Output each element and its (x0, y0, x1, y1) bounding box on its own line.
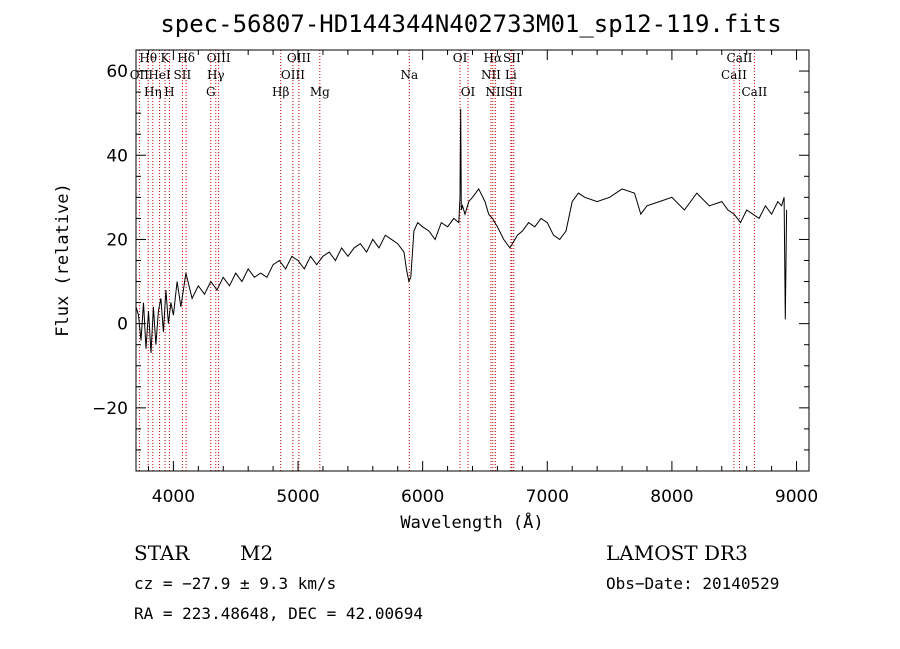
y-axis-ticks: −20 0 20 40 60 (92, 62, 809, 451)
chart-title: spec-56807-HD144344N402733M01_sp12-119.f… (160, 10, 781, 38)
spectral-line-label: Hβ (272, 85, 289, 99)
x-tick-label: 8000 (650, 487, 693, 507)
x-tick-label: 7000 (526, 487, 569, 507)
plot-frame (135, 49, 810, 472)
spectral-line-label: OI (453, 51, 468, 65)
x-tick-label: 5000 (276, 487, 319, 507)
y-tick-label: −20 (92, 399, 128, 419)
spectral-line-label: CaII (727, 51, 753, 65)
x-tick-label: 4000 (152, 487, 195, 507)
x-tick-label: 9000 (775, 487, 818, 507)
survey-name: LAMOST DR3 (606, 541, 748, 565)
spectral-line-label: CaII (741, 85, 767, 99)
spectral-line-label: G (206, 85, 216, 99)
spectral-line-label: OIII (207, 51, 231, 65)
object-subclass: M2 (240, 541, 273, 565)
y-axis-label: Flux (relative) (53, 183, 73, 337)
spectral-line-label: Na (400, 68, 418, 82)
spectral-line-markers (138, 50, 755, 471)
spectral-line-label: OIII (287, 51, 311, 65)
redshift-velocity: cz = −27.9 ± 9.3 km/s (134, 574, 336, 593)
spectral-line-label: Mg (310, 85, 330, 99)
spectral-line-label: Hα (484, 51, 503, 65)
spectral-line-label: SII (503, 51, 521, 65)
spectral-line-label: NII (485, 85, 505, 99)
y-tick-label: 20 (106, 230, 128, 250)
spectral-line-label: K (161, 51, 171, 65)
spectral-line-label: OI (461, 85, 476, 99)
y-tick-label: 60 (106, 62, 128, 82)
observation-date: Obs−Date: 20140529 (606, 574, 779, 593)
spectrum-series-line (135, 108, 788, 354)
y-tick-label: 0 (117, 315, 128, 335)
spectral-line-label: CaII (721, 68, 747, 82)
x-axis-ticks: 4000 5000 6000 7000 8000 9000 (147, 50, 818, 507)
spectral-line-label: OII (130, 68, 150, 82)
x-axis-label: Wavelength (Å) (400, 511, 543, 533)
spectral-line-label: Li (505, 68, 517, 82)
spectral-line-label: Hγ (207, 68, 225, 82)
spectral-line-label: Hη (144, 85, 162, 99)
spectral-line-label: SII (174, 68, 192, 82)
object-class: STAR (134, 541, 190, 565)
spectral-line-label: Hδ (177, 51, 195, 65)
spectral-line-label: HeI (148, 68, 171, 82)
spectral-line-label: H (164, 85, 174, 99)
spectral-line-label: Hθ (139, 51, 157, 65)
spectral-line-label: OIII (281, 68, 305, 82)
spectral-line-label: SII (505, 85, 523, 99)
x-tick-label: 6000 (401, 487, 444, 507)
spectral-line-label: NII (481, 68, 501, 82)
y-tick-label: 40 (106, 146, 128, 166)
sky-coordinates: RA = 223.48648, DEC = 42.00694 (134, 604, 423, 623)
